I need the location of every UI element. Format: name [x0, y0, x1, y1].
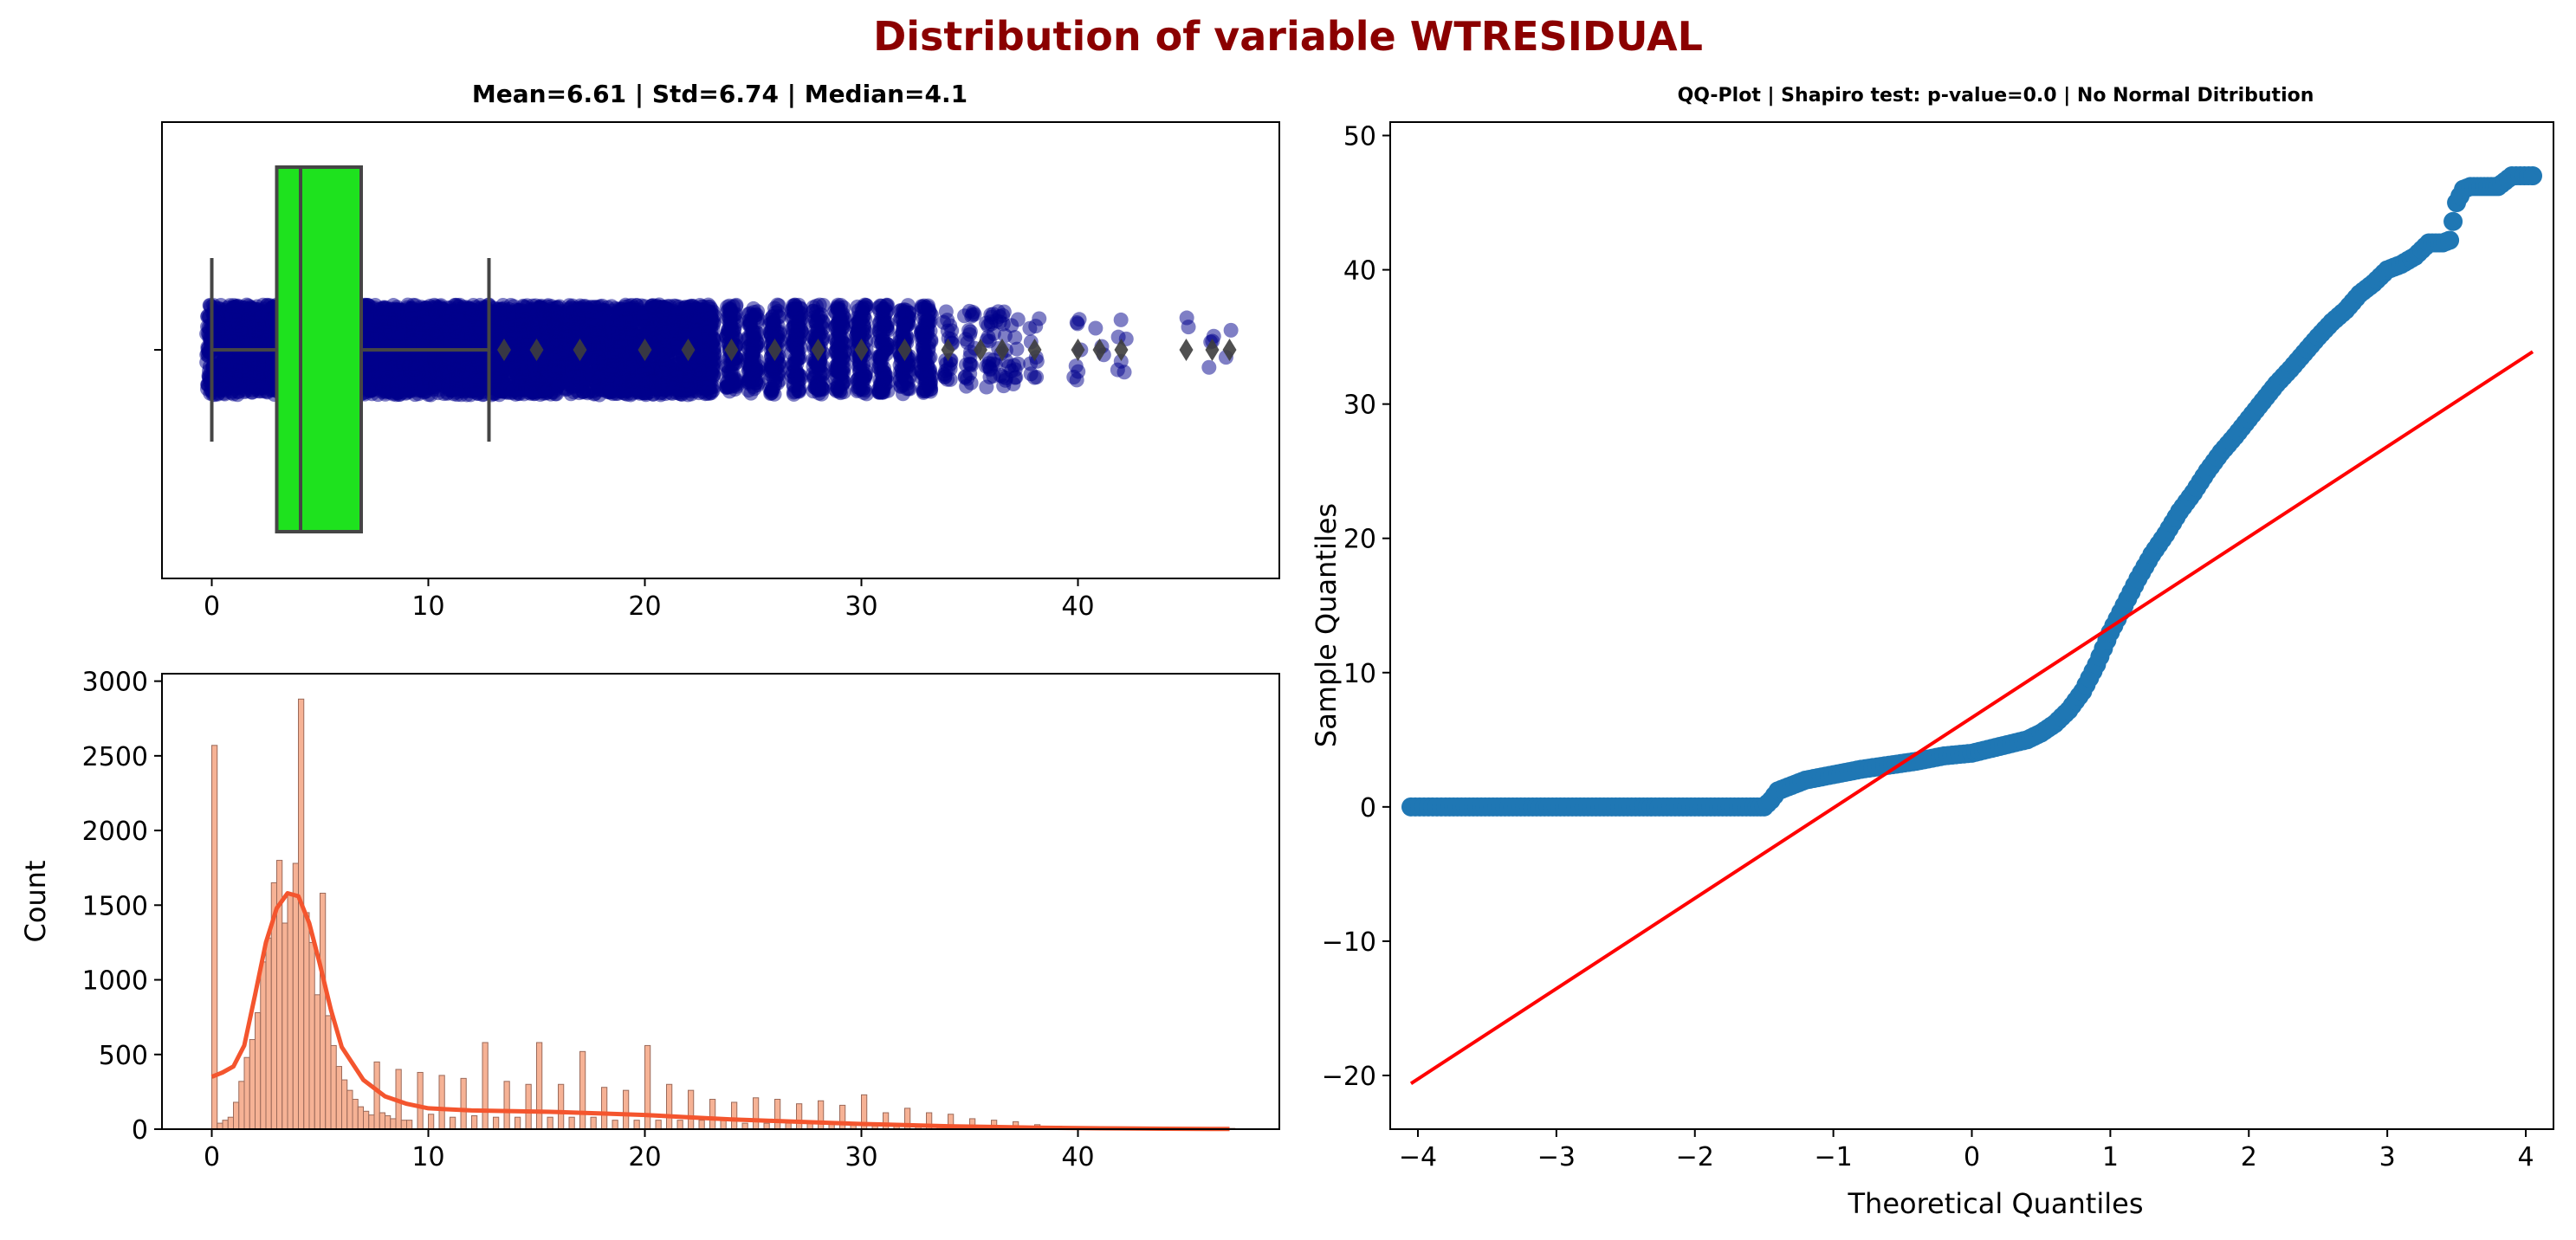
strip-point: [707, 346, 722, 362]
boxplot-panel: Mean=6.61 | Std=6.74 | Median=4.1 0 10 20 3…: [154, 80, 1280, 622]
strip-point: [725, 307, 741, 323]
strip-point: [767, 377, 783, 392]
strip-point: [749, 362, 765, 378]
figure-suptitle: Distribution of variable WTRESIDUAL: [873, 13, 1703, 60]
strip-point: [750, 304, 766, 320]
strip-point: [702, 375, 718, 391]
boxplot-title: Mean=6.61 | Std=6.74 | Median=4.1: [472, 80, 968, 108]
strip-point: [745, 323, 761, 339]
strip-point: [221, 325, 236, 340]
strip-point: [384, 325, 399, 340]
strip-point: [417, 332, 433, 347]
strip-point: [745, 346, 761, 362]
strip-point: [699, 306, 715, 321]
strip-point: [722, 384, 737, 399]
strip-point: [697, 333, 713, 349]
strip-point: [233, 324, 249, 339]
strip-point: [427, 352, 443, 367]
